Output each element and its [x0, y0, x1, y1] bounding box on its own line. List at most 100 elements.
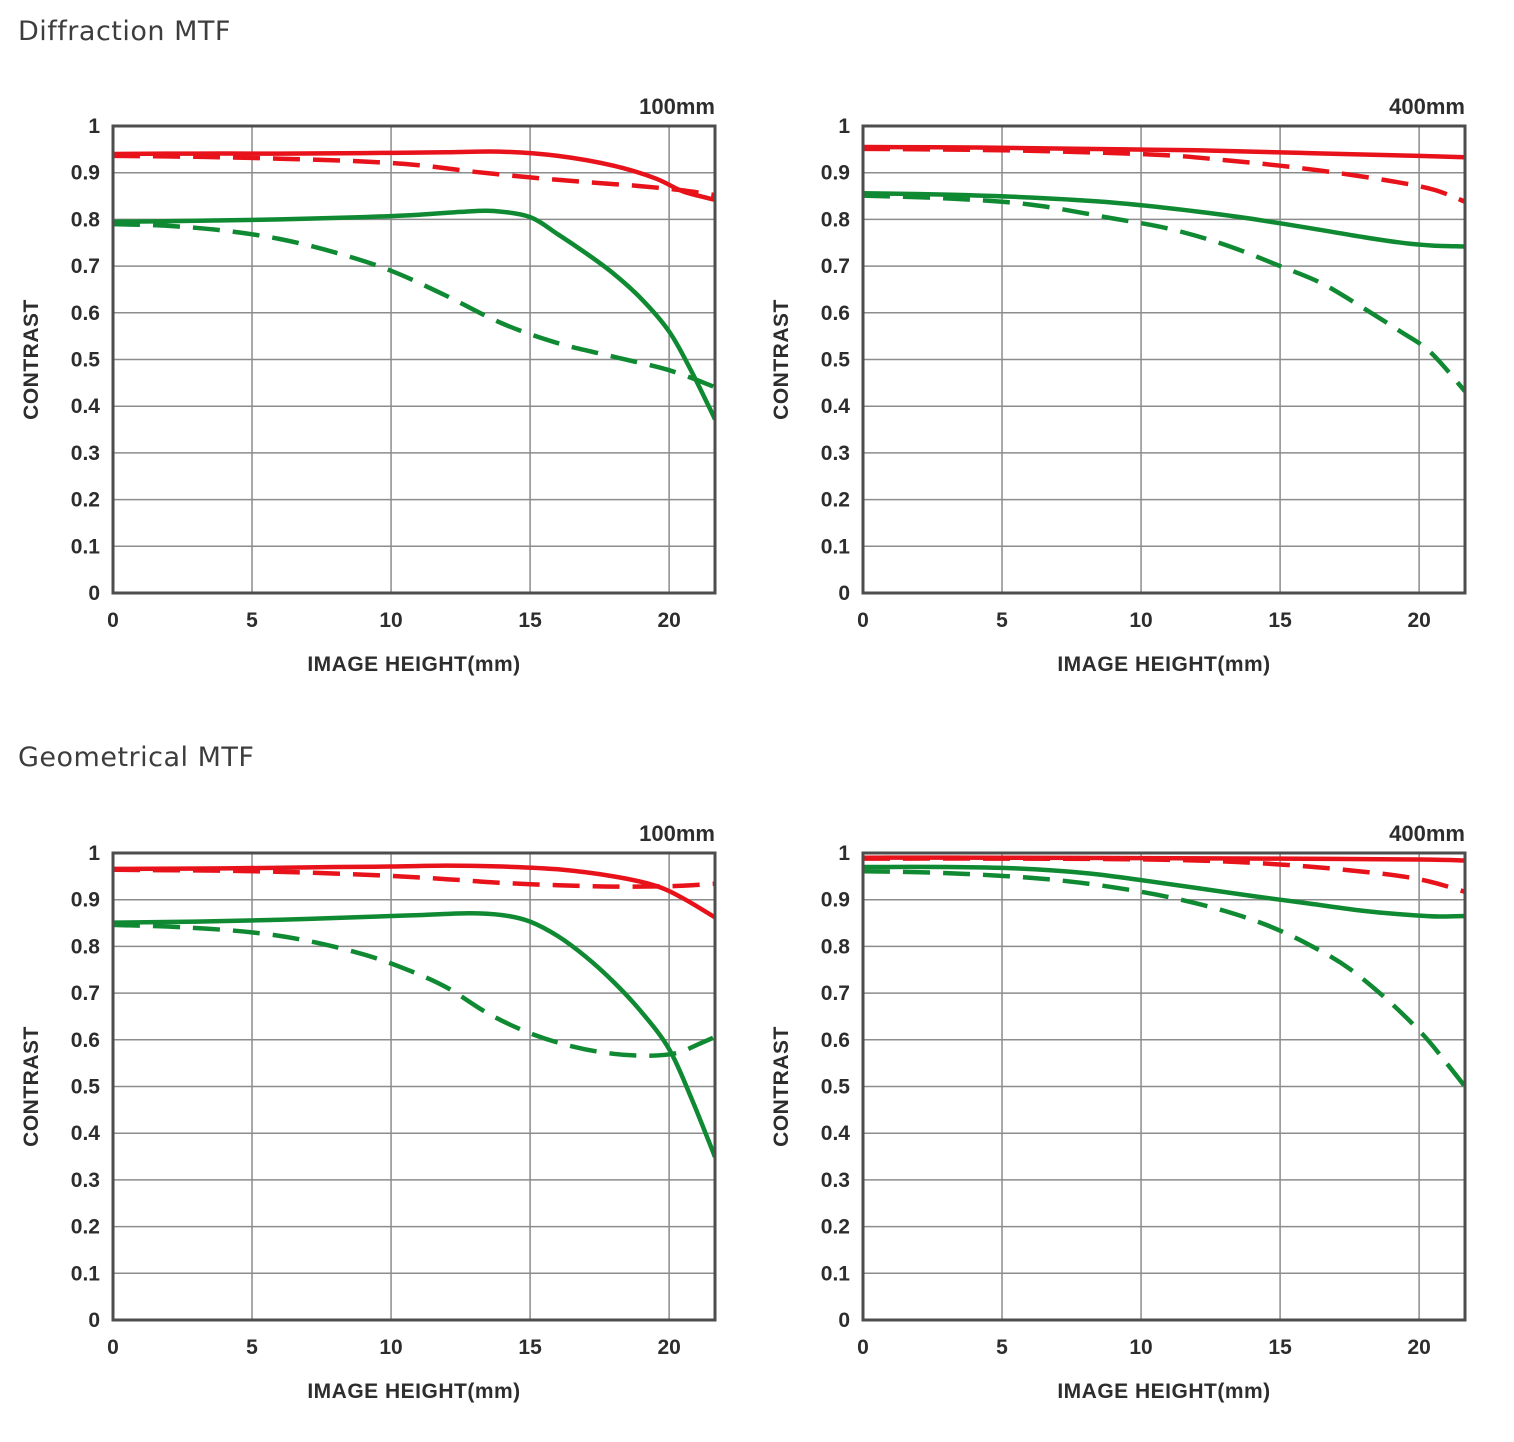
y-tick-label-0.1: 0.1	[821, 1262, 851, 1285]
curves	[863, 855, 1465, 1088]
x-tick-label-20: 20	[657, 1336, 680, 1359]
x-tick-label-0: 0	[857, 1336, 869, 1359]
y-tick-label-0.8: 0.8	[821, 935, 851, 958]
y-tick-label-0.6: 0.6	[71, 302, 100, 325]
y-tick-label-0.3: 0.3	[71, 442, 100, 465]
curve-green-solid	[113, 910, 715, 1158]
chart-diffraction-100mm: 100mm 1 0.9 0.8 0.7 0.6 0.5 0.4 0.3 0.2 0.1 0 0 5 10 15…	[18, 81, 731, 708]
y-tick-label-0.3: 0.3	[71, 1169, 100, 1192]
x-tick-label-10: 10	[379, 609, 402, 632]
x-tick-label-15: 15	[518, 1336, 542, 1359]
y-tick-label-1: 1	[838, 115, 850, 138]
curve-green-solid	[863, 864, 1465, 919]
grid	[113, 853, 715, 1320]
y-tick-label-0.8: 0.8	[71, 935, 101, 958]
y-tick-label-0.3: 0.3	[821, 1169, 850, 1192]
plot-frame	[111, 124, 717, 595]
x-axis-label: IMAGE HEIGHT(mm)	[1057, 1380, 1270, 1403]
section-title-diffraction-mtf: Diffraction MTF	[18, 16, 231, 47]
curve-red-dashed	[863, 146, 1465, 204]
y-tick-label-0.2: 0.2	[71, 1216, 100, 1239]
y-tick-label-0.8: 0.8	[821, 208, 851, 231]
y-tick-label-0.5: 0.5	[821, 349, 851, 372]
y-tick-label-0.3: 0.3	[821, 442, 850, 465]
curve-red-solid	[863, 855, 1465, 863]
curve-green-solid	[863, 190, 1465, 249]
x-tick-label-0: 0	[107, 1336, 119, 1359]
y-tick-label-0.1: 0.1	[71, 535, 101, 558]
y-tick-label-0.5: 0.5	[71, 1076, 101, 1099]
chart-diffraction-400mm: 400mm 1 0.9 0.8 0.7 0.6 0.5 0.4 0.3 0.2 0.1 0 0 5 10 15…	[768, 81, 1481, 708]
x-tick-label-5: 5	[996, 1336, 1008, 1359]
y-tick-label-0.5: 0.5	[71, 349, 101, 372]
curve-green-dashed	[113, 221, 715, 390]
y-tick-label-0: 0	[838, 1309, 850, 1332]
focal-length-label: 400mm	[1389, 821, 1465, 846]
focal-length-label: 400mm	[1389, 94, 1465, 119]
x-tick-label-5: 5	[246, 1336, 258, 1359]
plot-frame	[861, 851, 1467, 1322]
x-tick-label-20: 20	[1407, 1336, 1430, 1359]
y-tick-label-0.7: 0.7	[71, 255, 100, 278]
y-axis-label: CONTRAST	[20, 1026, 43, 1147]
curves	[863, 144, 1465, 393]
curve-green-dashed	[113, 922, 715, 1058]
y-tick-label-0.2: 0.2	[71, 489, 100, 512]
x-tick-label-5: 5	[996, 609, 1008, 632]
y-tick-label-0.9: 0.9	[821, 162, 850, 185]
y-axis-label: CONTRAST	[770, 1026, 793, 1147]
y-tick-label-0.4: 0.4	[821, 1122, 851, 1145]
y-tick-label-0.9: 0.9	[71, 889, 100, 912]
y-tick-label-0: 0	[838, 582, 850, 605]
mtf-chart-svg-3: 400mm 1 0.9 0.8 0.7 0.6 0.5 0.4 0.3 0.2 0.1 00 5 10 15…	[770, 821, 1467, 1403]
chart-geometrical-100mm: 100mm 1 0.9 0.8 0.7 0.6 0.5 0.4 0.3 0.2 0.1 0 0 5 10 15…	[18, 808, 731, 1435]
y-tick-label-0.7: 0.7	[71, 982, 100, 1005]
y-tick-label-0.4: 0.4	[71, 395, 101, 418]
y-tick-label-0.2: 0.2	[821, 1216, 850, 1239]
x-axis-label: IMAGE HEIGHT(mm)	[307, 653, 520, 676]
y-tick-label-1: 1	[88, 115, 100, 138]
y-tick-label-0.6: 0.6	[821, 1029, 850, 1052]
y-tick-label-0.1: 0.1	[821, 535, 851, 558]
mtf-chart-svg-2: 100mm 1 0.9 0.8 0.7 0.6 0.5 0.4 0.3 0.2 0.1 00 5 10 15…	[20, 821, 717, 1403]
curve-red-solid	[863, 144, 1465, 160]
y-tick-label-1: 1	[838, 842, 850, 865]
x-tick-label-0: 0	[857, 609, 869, 632]
x-tick-label-20: 20	[1407, 609, 1430, 632]
y-tick-label-0.2: 0.2	[821, 489, 850, 512]
curve-red-solid	[113, 863, 715, 920]
curve-green-dashed	[863, 868, 1465, 1088]
section-title-geometrical-mtf: Geometrical MTF	[18, 742, 255, 773]
chart-geometrical-400mm: 400mm 1 0.9 0.8 0.7 0.6 0.5 0.4 0.3 0.2 0.1 0 0 5 10 15…	[768, 808, 1481, 1435]
y-tick-label-1: 1	[88, 842, 100, 865]
curves	[113, 149, 715, 421]
x-tick-label-15: 15	[518, 609, 542, 632]
y-axis-label: CONTRAST	[20, 299, 43, 420]
x-axis-label: IMAGE HEIGHT(mm)	[307, 1380, 520, 1403]
mtf-chart-svg-0: 100mm 1 0.9 0.8 0.7 0.6 0.5 0.4 0.3 0.2 0.1 00 5 10 15…	[20, 94, 717, 676]
y-tick-label-0.6: 0.6	[71, 1029, 100, 1052]
y-tick-label-0.1: 0.1	[71, 1262, 101, 1285]
y-tick-label-0: 0	[88, 582, 100, 605]
y-axis-label: CONTRAST	[770, 299, 793, 420]
curves	[113, 863, 715, 1158]
mtf-chart-svg-1: 400mm 1 0.9 0.8 0.7 0.6 0.5 0.4 0.3 0.2 0.1 00 5 10 15…	[770, 94, 1467, 676]
y-tick-label-0.4: 0.4	[821, 395, 851, 418]
y-tick-label-0.8: 0.8	[71, 208, 101, 231]
focal-length-label: 100mm	[639, 821, 715, 846]
focal-length-label: 100mm	[639, 94, 715, 119]
y-tick-label-0.4: 0.4	[71, 1122, 101, 1145]
y-tick-label-0: 0	[88, 1309, 100, 1332]
x-tick-label-0: 0	[107, 609, 119, 632]
curve-green-solid	[113, 208, 715, 421]
y-tick-label-0.9: 0.9	[71, 162, 100, 185]
y-tick-label-0.6: 0.6	[821, 302, 850, 325]
curve-green-dashed	[863, 193, 1465, 393]
x-tick-label-5: 5	[246, 609, 258, 632]
grid	[863, 853, 1465, 1320]
x-tick-label-15: 15	[1268, 609, 1292, 632]
x-axis-label: IMAGE HEIGHT(mm)	[1057, 653, 1270, 676]
x-tick-label-10: 10	[379, 1336, 402, 1359]
x-tick-label-15: 15	[1268, 1336, 1292, 1359]
